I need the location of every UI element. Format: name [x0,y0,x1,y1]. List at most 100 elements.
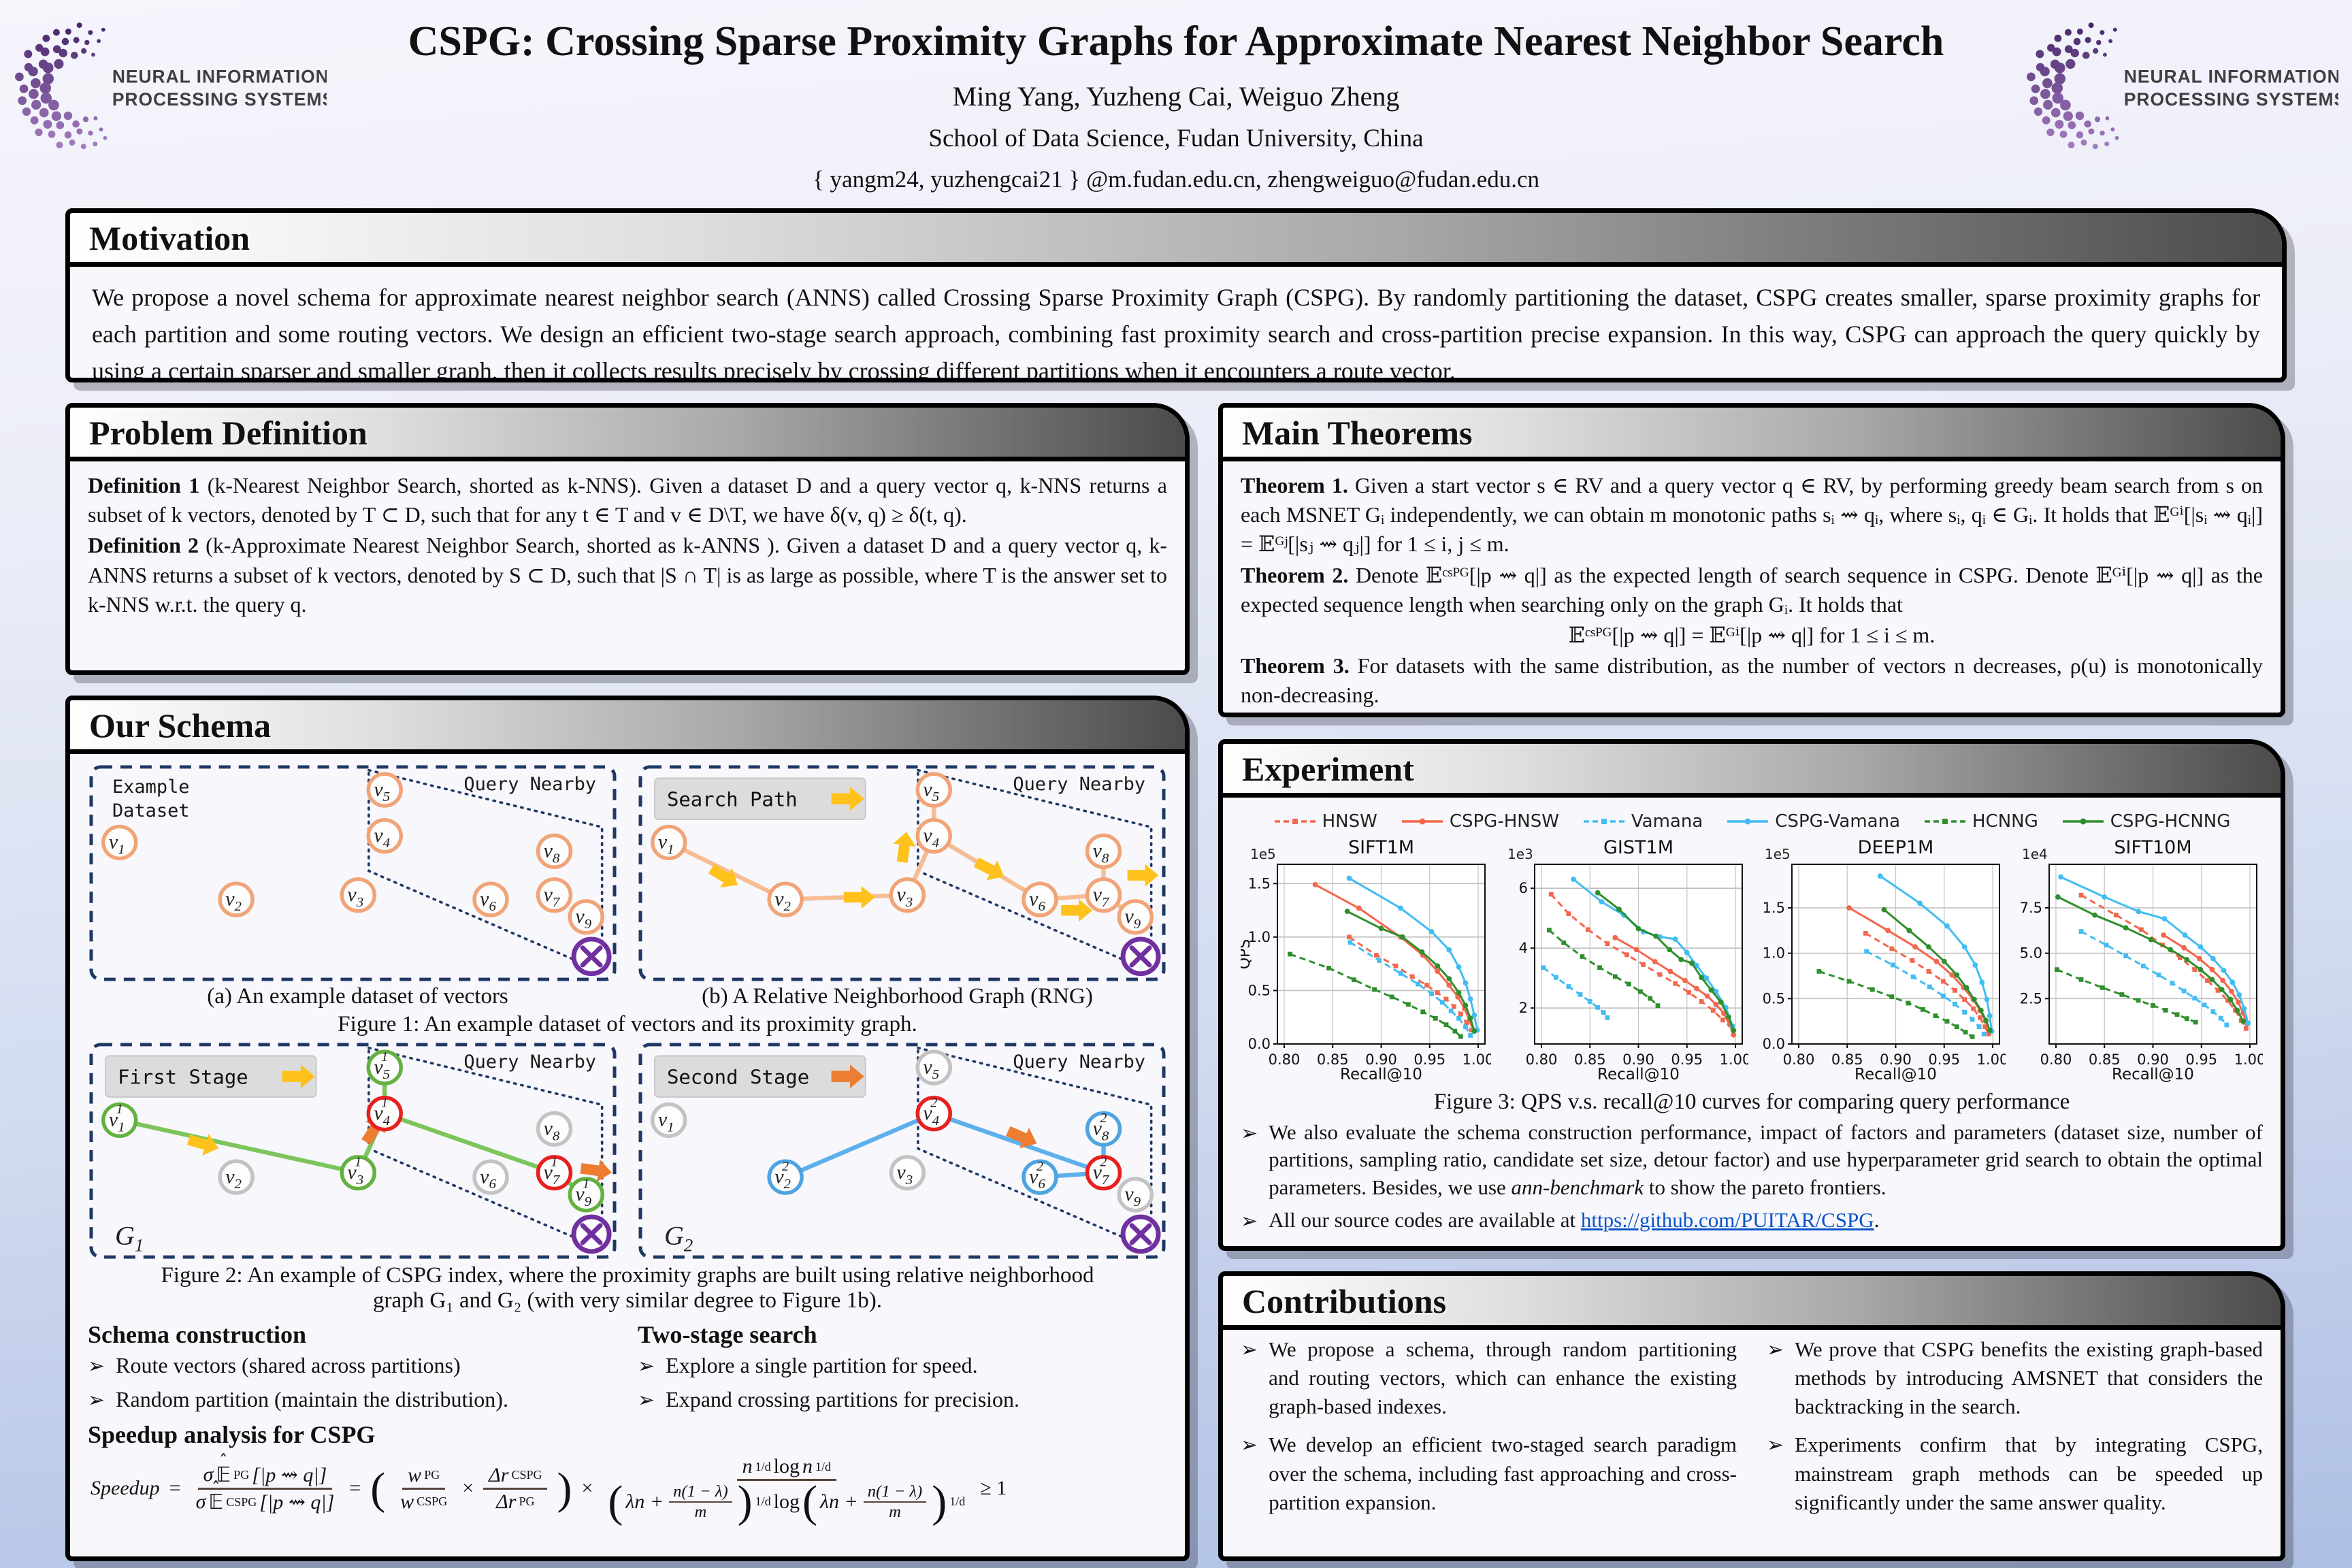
schema-heading: Our Schema [70,700,1185,754]
theorem-3: Theorem 3. For datasets with the same di… [1241,653,2264,708]
svg-text:Second Stage: Second Stage [667,1066,809,1089]
search-path-arrow-icon [1127,864,1159,887]
arrow-bullet-icon: ➢ [1241,1209,1258,1233]
contribution-item-text: We propose a schema, through random part… [1269,1337,1737,1419]
search-path-arrow-icon [186,1133,219,1156]
search-bullet: ➢ Explore a single partition for speed. [638,1352,1167,1380]
graph-name-label: G1 [115,1221,144,1255]
two-stage-search-heading: Two-stage search [638,1321,817,1348]
query-nearby-label: Query Nearby [1013,774,1145,795]
speedup-formula: Speedup = σ𝔼PG[|p ⇝ q|] σ𝔼CSPG[|p ⇝ q|] … [88,1454,1167,1524]
svg-text:0.85: 0.85 [2089,1051,2121,1068]
example-dataset-label: Example [112,777,190,798]
legend-item-cspg-hcnng: CSPG-HCNNG [2061,811,2230,832]
neurips-logo-right: NEURAL INFORMATION PROCESSING SYSTEMS [2025,5,2346,176]
graph-node-v7: v7 [536,877,573,913]
github-link[interactable]: https://github.com/PUITAR/CSPG [1580,1207,1874,1232]
contribution-item: ➢ We propose a schema, through random par… [1241,1335,1737,1421]
svg-text:v51: v51 [374,1049,390,1082]
svg-text:1.0: 1.0 [1248,929,1271,945]
theorem-2-equation: 𝔼ᶜˢᴾᴳ[|p ⇝ q|] = 𝔼ᴳⁱ[|p ⇝ q|] for 1 ≤ i … [1568,622,1936,647]
graph-node-v2: v2 [218,881,255,917]
svg-text:0.85: 0.85 [1317,1051,1349,1068]
stage-arrow-icon [831,1064,864,1089]
fig2a-diagram: Query Nearby First Stage v11 v2 v31 v41 v51 v6 v… [89,1043,617,1259]
motivation-heading: Motivation [70,213,2282,267]
figure1a-example-dataset: Query Nearby Example Dataset v1 v2 v3 v4 v5 v6 v7… [88,764,618,983]
arrow-bullet-icon: ➢ [1241,1433,1258,1458]
search-path-arrow-icon [893,832,916,863]
query-nearby-label: Query Nearby [1013,1051,1145,1073]
stage-label-box: First Stage [104,1055,317,1098]
graph-node-v8: v8 [536,833,573,869]
graph-node-v4: v41 [366,1096,403,1132]
svg-text:2.5: 2.5 [2020,990,2042,1007]
chart-deep1m: DEEP1M 1e5 0.80 0.85 0.90 0.95 1.00 0.0 0.5 1.0 1.… [1763,837,2009,1083]
search-bullet-text: Expand crossing partitions for precision… [666,1386,1020,1411]
graph-node-v3: v31 [340,1155,377,1191]
svg-text:0.80: 0.80 [1269,1051,1301,1068]
stage-arrow-icon [282,1064,315,1089]
legend-line-sample [1925,819,1965,824]
axis-scale-label: 1e5 [1250,846,1276,862]
graph-node-v6: v6 [472,881,509,917]
search-path-arrow-icon [708,864,738,888]
arrow-bullet-icon: ➢ [638,1354,655,1378]
construction-bullet: ➢ Route vectors (shared across partitions… [88,1352,617,1380]
section-motivation: Motivation We propose a novel schema for… [65,208,2287,382]
affiliation: School of Data Science, Fudan University… [928,125,1424,152]
graph-node-v5: v5 [366,772,403,808]
svg-text:0.90: 0.90 [1365,1051,1397,1068]
svg-text:0.80: 0.80 [2040,1051,2072,1068]
graph-node-v3: v3 [340,877,377,913]
x-axis-label: Recall@10 [1597,1066,1680,1083]
legend-line-sample [1401,818,1443,825]
svg-text:5.0: 5.0 [2020,945,2042,962]
graph-node-v4: v42 [915,1096,952,1132]
graph-node-v4: v4 [915,818,952,854]
svg-text:1.5: 1.5 [1763,900,1785,916]
graph-node-v5: v5 [915,1049,952,1085]
chart-holder-gist1m: GIST1M 1e3 0.80 0.85 0.90 0.95 1.00 2 4 6 Recall@1… [1498,837,1751,1087]
section-problem-definition: Problem Definition Definition 1 (k-Neare… [65,403,1190,675]
graph-name-label: G2 [664,1221,693,1255]
contribution-item: ➢ We prove that CSPG benefits the existin… [1767,1335,2263,1421]
section-main-theorems: Main Theorems Theorem 1. Given a start v… [1218,403,2285,717]
construction-bullet-text: Route vectors (shared across partitions) [116,1353,461,1377]
construction-bullet: ➢ Random partition (maintain the distribu… [88,1386,617,1414]
legend-item-vamana: Vamana [1582,811,1703,832]
section-our-schema: Our Schema Query Nearby Example Dataset v1 v… [65,696,1190,1561]
svg-text:1.00: 1.00 [1977,1051,2006,1068]
svg-text:4: 4 [1519,940,1528,956]
x-axis-label: Recall@10 [1340,1066,1422,1083]
figure2b-second-stage: Query Nearby Second Stage v1 v22 v3 v42 v5 v62 v… [637,1041,1167,1260]
query-nearby-label: Query Nearby [463,774,596,795]
experiment-bullet-2: ➢ All our source codes are available at … [1241,1207,1880,1233]
svg-text:1.00: 1.00 [2234,1051,2263,1068]
svg-text:0.5: 0.5 [1763,990,1785,1007]
svg-text:v22: v22 [774,1159,791,1192]
fig1b-diagram: Query Nearby Search Path v1 v2 v3 v4 v5 v6 v7 v8 v… [638,765,1166,981]
svg-text:1.0: 1.0 [1763,945,1785,962]
svg-text:2: 2 [1519,1000,1528,1016]
contributions-right-column: ➢ We prove that CSPG benefits the existin… [1767,1335,2263,1526]
graph-node-v2: v2 [767,881,804,917]
graph-node-v7: v71 [536,1155,573,1191]
chart-title: SIFT10M [2114,837,2191,858]
graph-node-v9: v91 [568,1177,604,1213]
query-marker-icon [571,936,612,977]
x-axis-label: Recall@10 [1855,1066,1937,1083]
figure2a-first-stage: Query Nearby First Stage v11 v2 v31 v41 v51 v6 v… [88,1041,618,1260]
chart-title: DEEP1M [1858,837,1934,858]
svg-text:0.90: 0.90 [1622,1051,1654,1068]
qps-recall-charts: SIFT1M 1e5 0.80 0.85 0.90 0.95 1.00 0.0 0.5 1.0 1.… [1237,837,2266,1087]
arrow-bullet-icon: ➢ [1241,1338,1258,1362]
graph-node-v9: v9 [568,899,604,935]
experiment-heading: Experiment [1223,744,2281,798]
axis-scale-label: 1e5 [1765,846,1791,862]
emails: { yangm24, yuzhengcai21 } @m.fudan.edu.c… [812,166,1540,193]
legend-line-sample [2062,818,2104,825]
figure3-caption: Figure 3: QPS v.s. recall@10 curves for … [1433,1090,2070,1114]
graph-node-v8: v82 [1085,1111,1122,1147]
